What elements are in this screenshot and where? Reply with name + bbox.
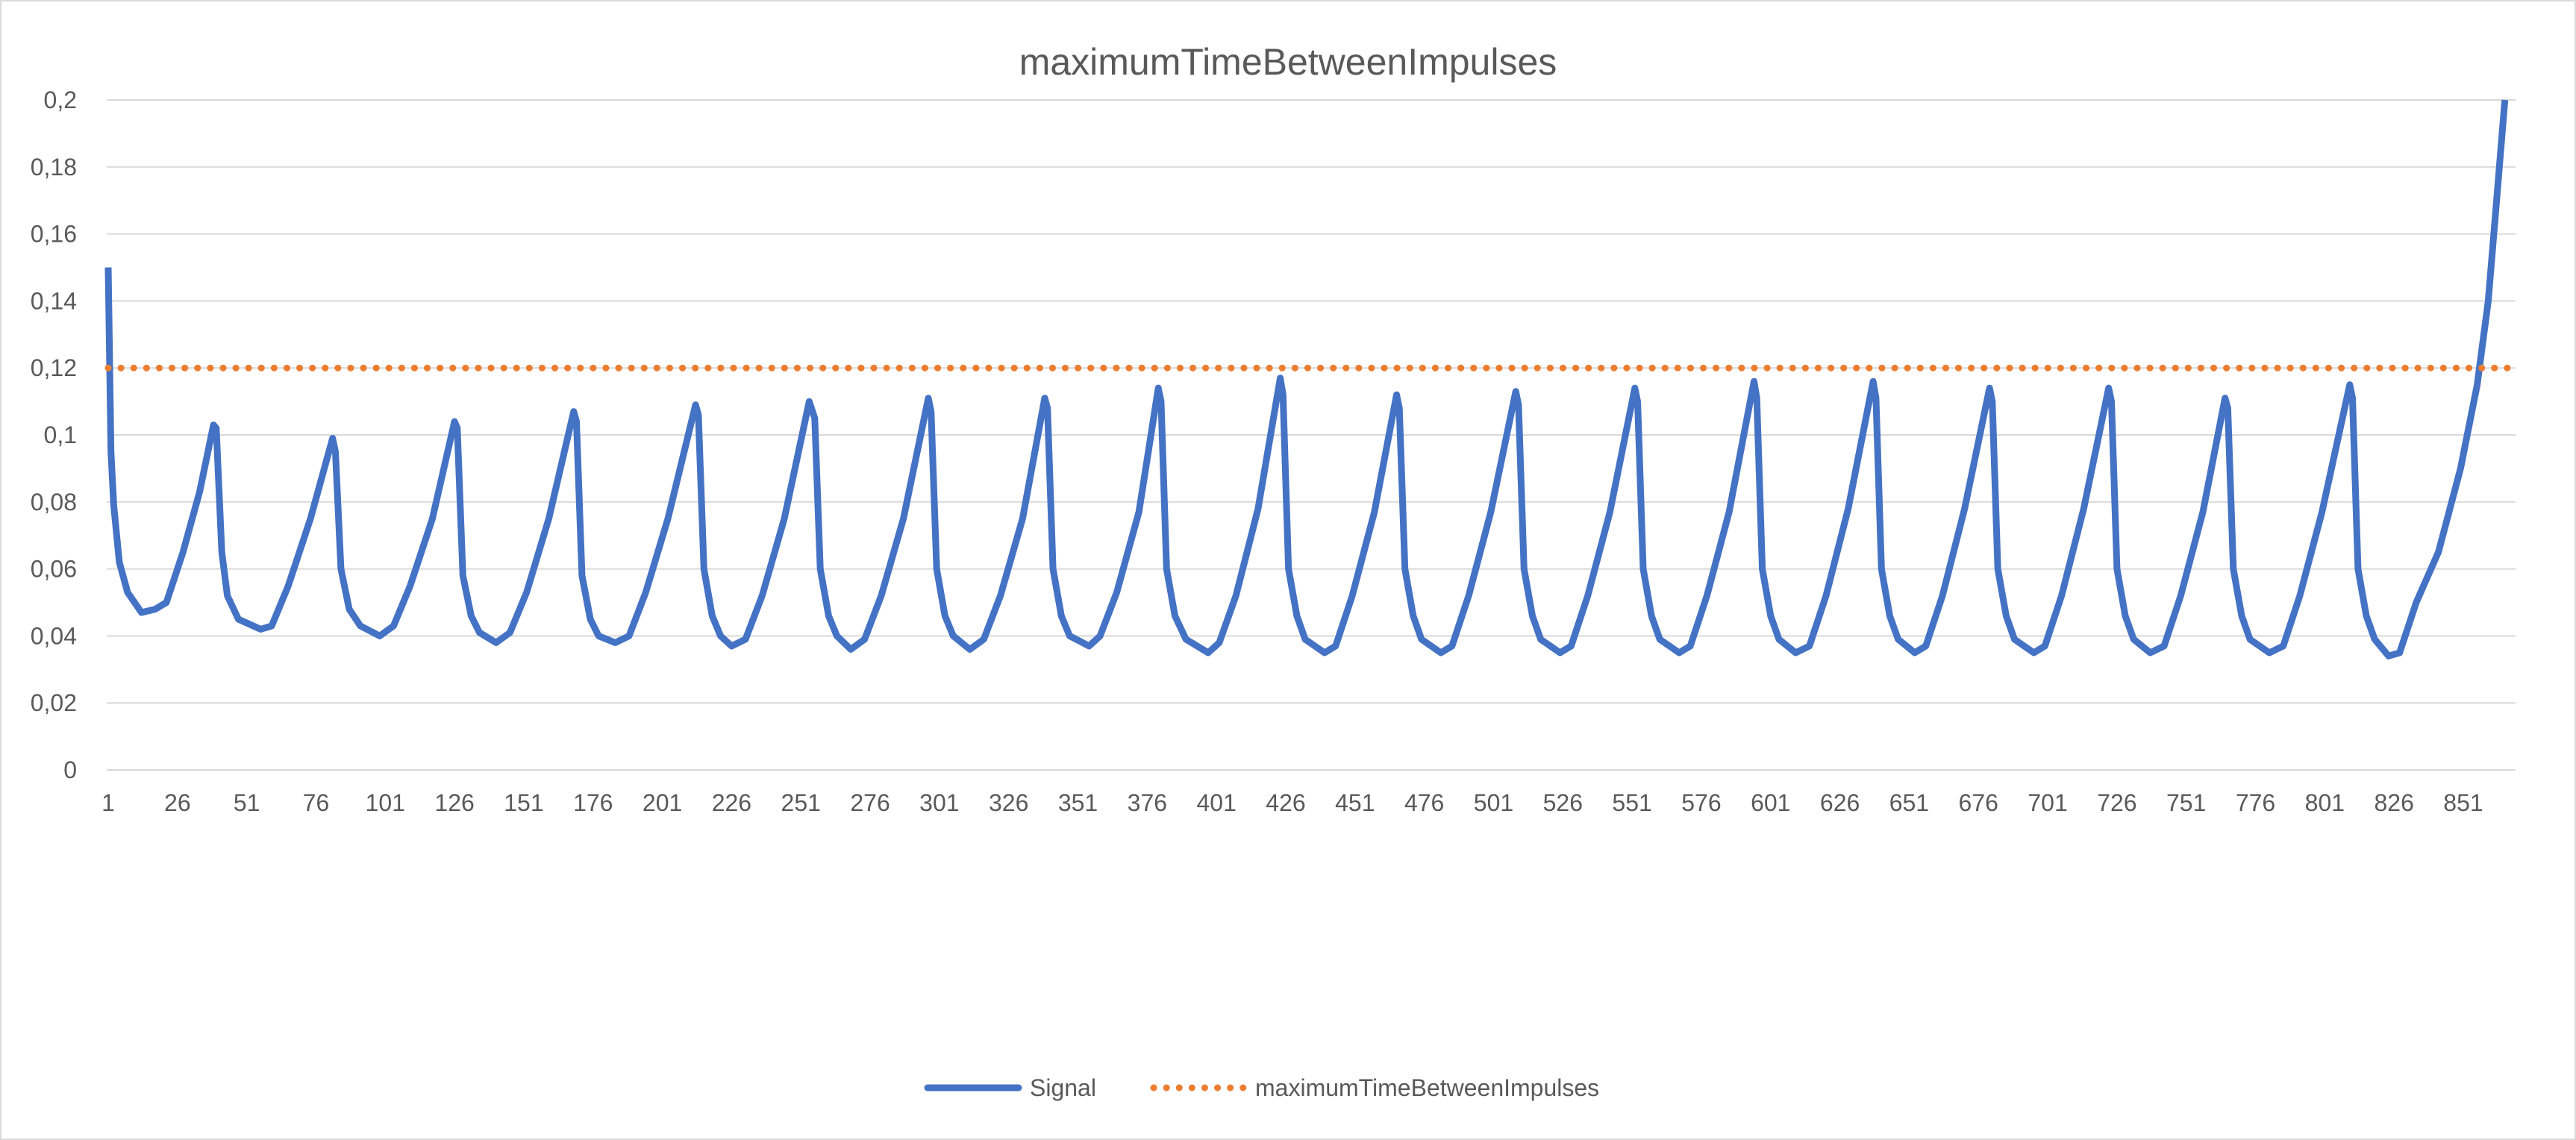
y-tick-label: 0,2	[44, 87, 77, 113]
x-tick-label: 851	[2443, 789, 2483, 816]
y-tick-label: 0	[63, 757, 77, 783]
x-tick-label: 301	[919, 789, 959, 816]
y-tick-label: 0,06	[31, 556, 77, 583]
x-tick-label: 376	[1128, 789, 1167, 816]
x-tick-label: 26	[164, 789, 191, 816]
chart-title: maximumTimeBetweenImpulses	[1019, 41, 1557, 83]
y-tick-label: 0,18	[31, 154, 77, 181]
x-tick-label: 351	[1058, 789, 1098, 816]
x-tick-label: 101	[366, 789, 405, 816]
y-tick-label: 0,1	[44, 422, 77, 448]
x-tick-label: 76	[303, 789, 330, 816]
x-tick-label: 476	[1404, 789, 1444, 816]
x-tick-label: 801	[2305, 789, 2345, 816]
legend-threshold-label: maximumTimeBetweenImpulses	[1255, 1074, 1599, 1101]
x-tick-label: 601	[1751, 789, 1790, 816]
x-tick-label: 576	[1681, 789, 1721, 816]
x-tick-label: 651	[1889, 789, 1929, 816]
x-tick-label: 826	[2374, 789, 2413, 816]
x-tick-label: 726	[2097, 789, 2136, 816]
x-axis-labels: 1 26 51 76 101 126 151 176 201 226 251 276 301 326 351…	[101, 789, 2483, 816]
x-tick-label: 451	[1335, 789, 1375, 816]
x-tick-label: 426	[1266, 789, 1305, 816]
x-tick-label: 501	[1474, 789, 1513, 816]
x-tick-label: 201	[643, 789, 682, 816]
y-tick-label: 0,16	[31, 221, 77, 248]
x-tick-label: 226	[712, 789, 751, 816]
y-tick-label: 0,14	[31, 287, 77, 314]
x-tick-label: 626	[1820, 789, 1860, 816]
x-tick-label: 401	[1196, 789, 1236, 816]
x-tick-label: 701	[2028, 789, 2067, 816]
x-tick-label: 751	[2166, 789, 2206, 816]
series-line-signal	[104, 99, 2509, 660]
x-tick-label: 51	[234, 789, 260, 816]
x-tick-label: 151	[504, 789, 543, 816]
x-tick-label: 176	[573, 789, 613, 816]
x-tick-label: 1	[101, 789, 115, 816]
x-tick-label: 676	[1959, 789, 1998, 816]
x-tick-label: 126	[434, 789, 474, 816]
x-tick-label: 776	[2236, 789, 2275, 816]
y-tick-label: 0,12	[31, 354, 77, 381]
y-tick-label: 0,04	[31, 622, 77, 649]
legend: Signal maximumTimeBetweenImpulses	[924, 1074, 1599, 1101]
x-tick-label: 326	[989, 789, 1028, 816]
x-tick-label: 526	[1543, 789, 1583, 816]
x-tick-label: 551	[1612, 789, 1651, 816]
x-tick-label: 251	[781, 789, 821, 816]
y-tick-label: 0,08	[31, 489, 77, 516]
y-axis-labels: 0 0,02 0,04 0,06 0,08 0,1 0,12 0,14 0,16 0,18 0,2	[31, 87, 77, 783]
x-tick-label: 276	[850, 789, 890, 816]
series-lines	[104, 99, 2517, 660]
y-tick-label: 0,02	[31, 689, 77, 716]
legend-signal-label: Signal	[1030, 1074, 1096, 1101]
